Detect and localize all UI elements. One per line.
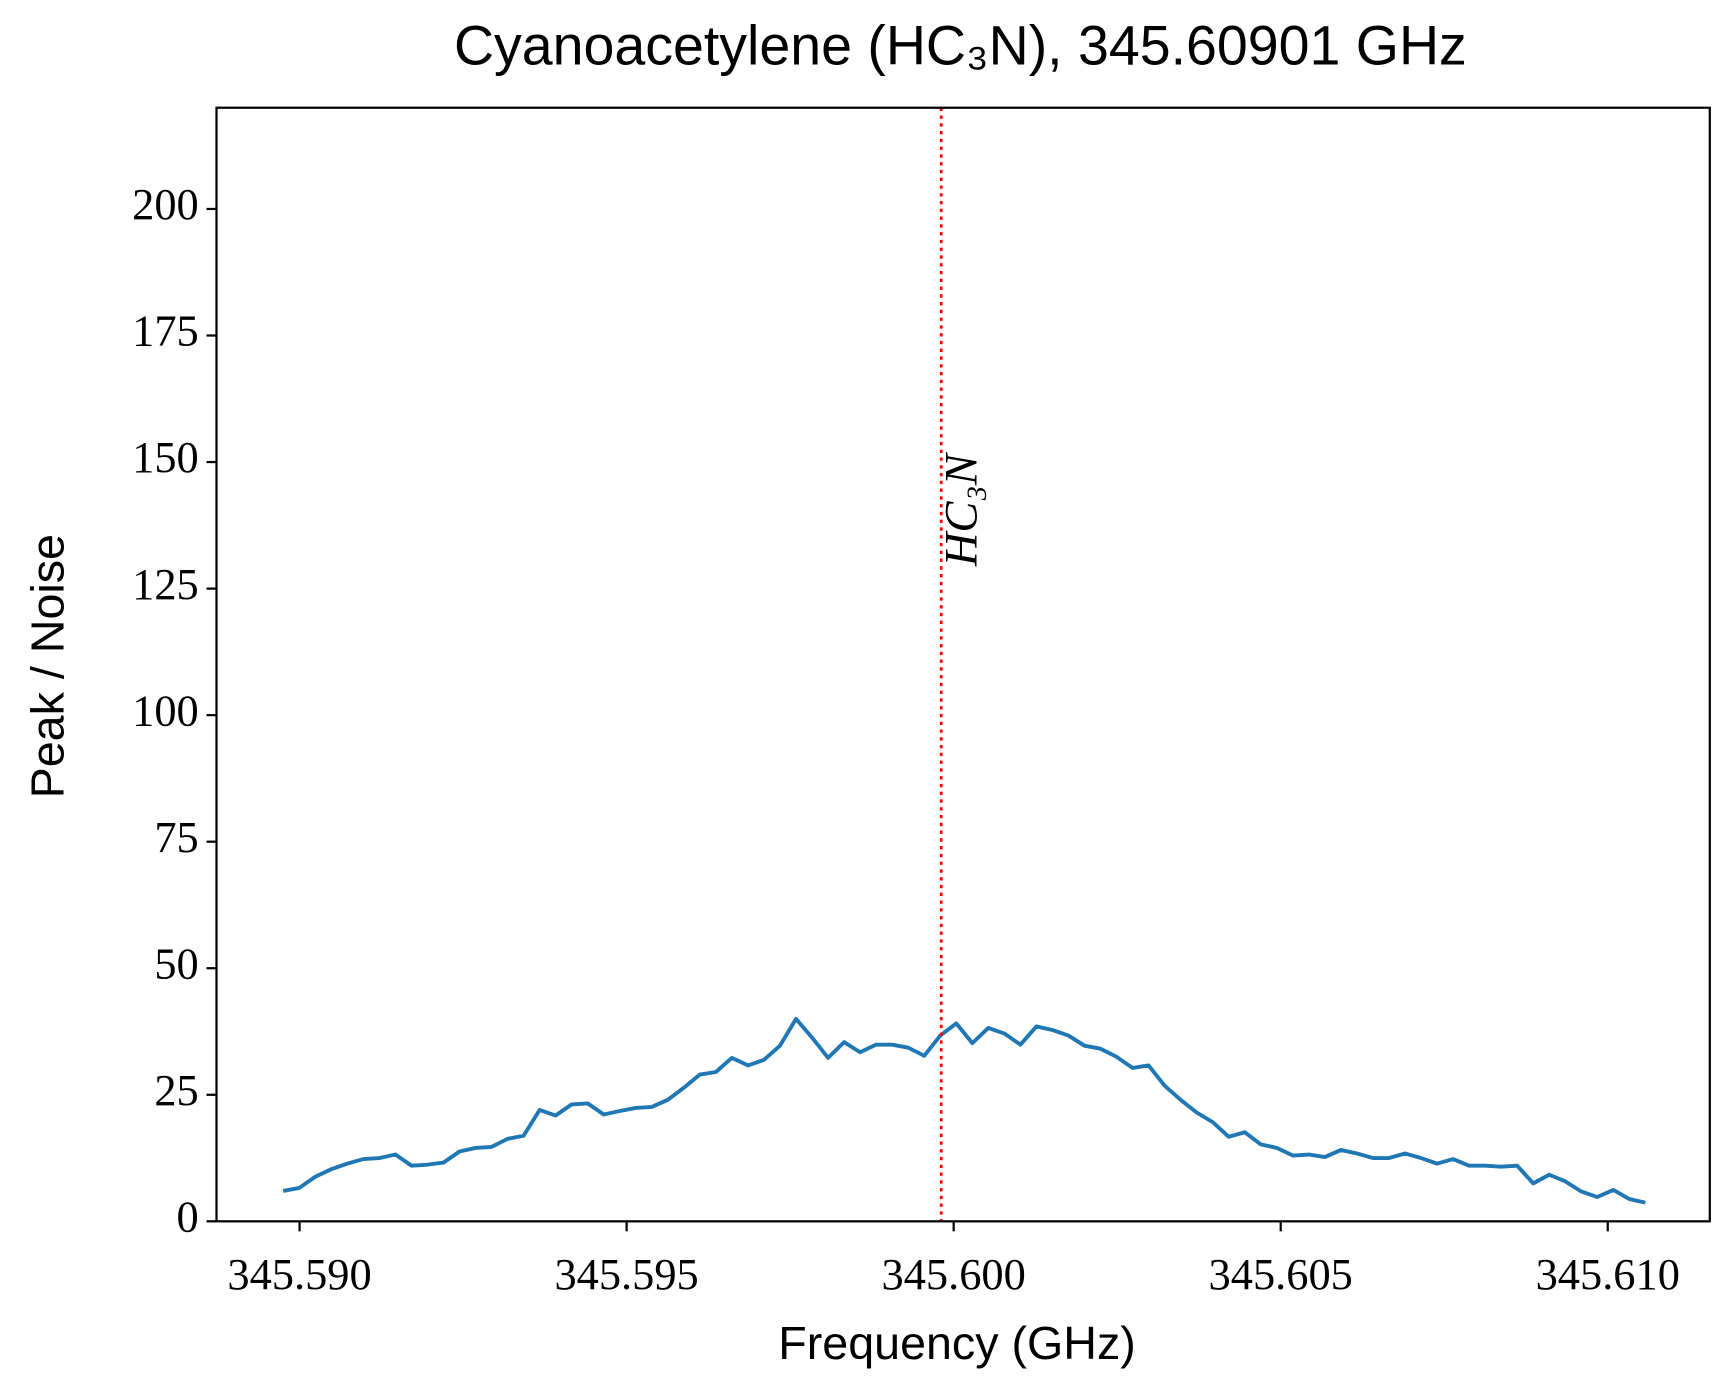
y-tick-label: 175 [132, 306, 199, 356]
y-tick-label: 50 [154, 938, 198, 988]
chart-title: Cyanoacetylene (HC₃N), 345.60901 GHz [454, 15, 1467, 77]
x-tick-label: 345.605 [1209, 1249, 1353, 1299]
y-tick-label: 25 [154, 1065, 198, 1115]
annotation: HC₃N [935, 451, 987, 567]
y-tick-label: 150 [132, 432, 199, 482]
x-tick-label: 345.595 [554, 1249, 698, 1299]
x-tick-label: 345.590 [227, 1249, 371, 1299]
y-tick-label: 200 [132, 179, 199, 229]
x-axis-label: Frequency (GHz) [778, 1317, 1136, 1369]
y-tick-label: 125 [132, 559, 199, 609]
y-tick-label: 75 [154, 812, 198, 862]
x-tick-label: 345.610 [1536, 1249, 1680, 1299]
y-tick-label: 100 [132, 685, 199, 735]
y-axis-label: Peak / Noise [21, 534, 73, 798]
data-line [282, 1016, 1646, 1205]
plot-frame [215, 106, 1711, 1223]
y-tick-label: 0 [177, 1192, 199, 1242]
x-tick-label: 345.600 [881, 1249, 1025, 1299]
